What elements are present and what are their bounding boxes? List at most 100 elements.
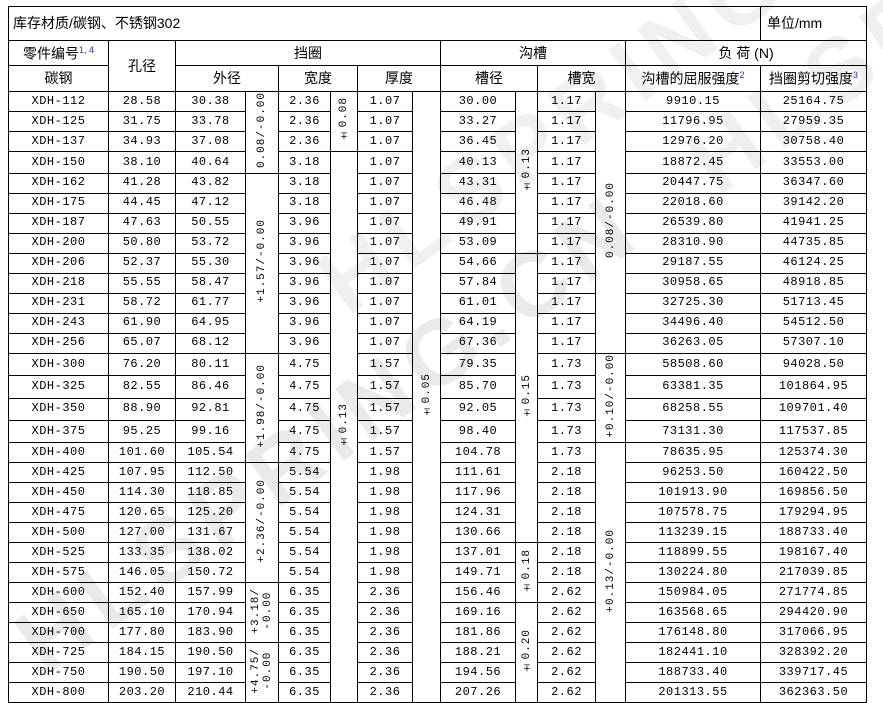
yield-load-cell: 11796.95 bbox=[625, 111, 761, 132]
ring-thickness-cell: 1.07 bbox=[357, 232, 413, 254]
bore-diameter-cell: 61.90 bbox=[108, 312, 176, 334]
ring-width-cell: 5.54 bbox=[278, 482, 331, 504]
table-row: XDH-150 38.10 40.64 3.18 ±0.13 1.07 40.13 1.17 1… bbox=[8, 150, 867, 703]
ring-width-cell: 4.75 bbox=[278, 352, 331, 377]
ring-thickness-cell: 1.07 bbox=[357, 312, 413, 334]
outer-diameter-cell: 64.95 bbox=[175, 312, 246, 334]
part-number-cell: XDH-300 bbox=[8, 352, 109, 377]
yield-load-cell: 101913.90 bbox=[625, 482, 761, 504]
outer-diameter-cell: 150.72 bbox=[175, 562, 246, 584]
groove-diameter-cell: 137.01 bbox=[440, 542, 516, 564]
groove-width-cell: 2.62 bbox=[537, 662, 596, 684]
part-number-cell: XDH-750 bbox=[8, 662, 109, 684]
ring-width-cell: 3.96 bbox=[278, 232, 331, 254]
part-number-cell: XDH-112 bbox=[8, 91, 109, 112]
groove-diameter-header: 槽径 bbox=[440, 65, 538, 92]
groove-diameter-cell: 98.40 bbox=[440, 419, 516, 444]
table-row: XDH-650 165.10 170.94 6.35 2.36 169.16 ±0.20 2.… bbox=[8, 602, 867, 703]
yield-strength-header-text: 沟槽的屈服强度 bbox=[641, 70, 740, 87]
outer-diameter-cell: 33.78 bbox=[175, 111, 246, 132]
groove-width-cell: 1.17 bbox=[537, 332, 596, 354]
groove-diameter-cell: 43.31 bbox=[440, 172, 516, 194]
table-row: XDH-175 44.45 47.12 3.18 1.07 46.48 1.17 22018.… bbox=[8, 192, 867, 214]
ring-width-cell: 3.18 bbox=[278, 151, 331, 174]
yield-load-cell: 68258.55 bbox=[625, 397, 761, 421]
yield-load-cell: 96253.50 bbox=[625, 462, 761, 484]
ring-thickness-cell: 2.36 bbox=[357, 582, 413, 604]
yield-load-cell: 163568.65 bbox=[625, 602, 761, 624]
outer-diameter-cell: 30.38 bbox=[175, 91, 246, 112]
ring-thickness-cell: 1.57 bbox=[357, 419, 413, 444]
groove-width-cell: 2.18 bbox=[537, 562, 596, 584]
groove-width-cell: 1.17 bbox=[537, 272, 596, 294]
part-number-cell: XDH-725 bbox=[8, 642, 109, 664]
shear-load-cell: 94028.50 bbox=[760, 352, 867, 377]
outer-diameter-cell: 61.77 bbox=[175, 292, 246, 314]
groove-width-cell: 1.73 bbox=[537, 419, 596, 444]
groove-diameter-cell: 156.46 bbox=[440, 582, 516, 604]
bore-diameter-cell: 52.37 bbox=[108, 252, 176, 274]
part-number-header-text: 零件编号 bbox=[22, 45, 79, 62]
part-number-cell: XDH-137 bbox=[8, 131, 109, 152]
shear-load-cell: 109701.40 bbox=[760, 397, 867, 421]
ring-thickness-cell: 1.57 bbox=[357, 442, 413, 464]
od-tolerance-cell: +4.75/ -0.00 bbox=[245, 642, 279, 703]
ring-thickness-cell: 1.98 bbox=[357, 542, 413, 564]
groove-width-cell: 1.17 bbox=[537, 111, 596, 132]
tolerance-label: ±0.08 bbox=[338, 97, 350, 141]
material-header: 碳钢 bbox=[8, 65, 109, 92]
shear-load-cell: 30758.40 bbox=[760, 131, 867, 152]
shear-load-cell: 125374.30 bbox=[760, 442, 867, 464]
unit-label: 单位/mm bbox=[760, 6, 867, 41]
ring-width-cell: 3.96 bbox=[278, 312, 331, 334]
ring-width-cell: 3.18 bbox=[278, 192, 331, 214]
outer-diameter-cell: 183.90 bbox=[175, 622, 246, 644]
outer-diameter-cell: 37.08 bbox=[175, 131, 246, 152]
bore-diameter-cell: 38.10 bbox=[108, 151, 176, 174]
part-number-cell: XDH-231 bbox=[8, 292, 109, 314]
shear-load-cell: 160422.50 bbox=[760, 462, 867, 484]
ring-width-cell: 6.35 bbox=[278, 662, 331, 684]
ring-width-cell: 6.35 bbox=[278, 582, 331, 604]
groove-diameter-cell: 54.66 bbox=[440, 252, 516, 274]
tolerance-label: ±0.20 bbox=[520, 628, 533, 673]
od-tolerance-cell: +2.36/-0.00 bbox=[245, 462, 279, 584]
groove-diameter-cell: 46.48 bbox=[440, 192, 516, 214]
tolerance-label: ±0.18 bbox=[520, 548, 533, 593]
ring-width-header: 宽度 bbox=[278, 65, 358, 92]
part-number-cell: XDH-325 bbox=[8, 375, 109, 399]
ring-thickness-cell: 1.07 bbox=[357, 91, 413, 112]
bore-diameter-cell: 28.58 bbox=[108, 91, 176, 112]
yield-load-cell: 28310.90 bbox=[625, 232, 761, 254]
width-tolerance-cell: ±0.13 bbox=[330, 150, 358, 703]
yield-load-cell: 78635.95 bbox=[625, 442, 761, 464]
table-row: XDH-350 88.90 92.81 4.75 1.57 92.05 1.73 68258.… bbox=[8, 397, 867, 421]
ring-width-cell: 3.18 bbox=[278, 172, 331, 194]
yield-load-cell: 188733.40 bbox=[625, 662, 761, 684]
bore-diameter-cell: 101.60 bbox=[108, 442, 176, 464]
groove-width-cell: 1.17 bbox=[537, 192, 596, 214]
bore-diameter-cell: 114.30 bbox=[108, 482, 176, 504]
outer-diameter-cell: 190.50 bbox=[175, 642, 246, 664]
part-number-cell: XDH-200 bbox=[8, 232, 109, 254]
table-row: XDH-243 61.90 64.95 3.96 1.07 64.19 1.17 34496.… bbox=[8, 312, 867, 334]
bore-diameter-cell: 55.55 bbox=[108, 272, 176, 294]
outer-diameter-cell: 47.12 bbox=[175, 192, 246, 214]
groove-diameter-cell: 194.56 bbox=[440, 662, 516, 684]
outer-diameter-cell: 131.67 bbox=[175, 522, 246, 544]
bore-diameter-cell: 165.10 bbox=[108, 602, 176, 624]
shear-load-cell: 339717.45 bbox=[760, 662, 867, 684]
groove-width-cell: 1.17 bbox=[537, 131, 596, 152]
bore-diameter-cell: 88.90 bbox=[108, 397, 176, 421]
bore-diameter-cell: 58.72 bbox=[108, 292, 176, 314]
shear-load-cell: 317066.95 bbox=[760, 622, 867, 644]
groove-width-cell: 1.17 bbox=[537, 252, 596, 274]
tolerance-label: 0.08/-0.00 bbox=[604, 182, 617, 259]
part-number-cell: XDH-243 bbox=[8, 312, 109, 334]
shear-footnote-sup: 3 bbox=[852, 70, 858, 81]
bore-diameter-cell: 41.28 bbox=[108, 172, 176, 194]
outer-diameter-cell: 55.30 bbox=[175, 252, 246, 274]
ring-thickness-cell: 2.36 bbox=[357, 602, 413, 624]
groove-width-cell: 2.18 bbox=[537, 502, 596, 524]
ring-thickness-cell: 1.07 bbox=[357, 131, 413, 152]
